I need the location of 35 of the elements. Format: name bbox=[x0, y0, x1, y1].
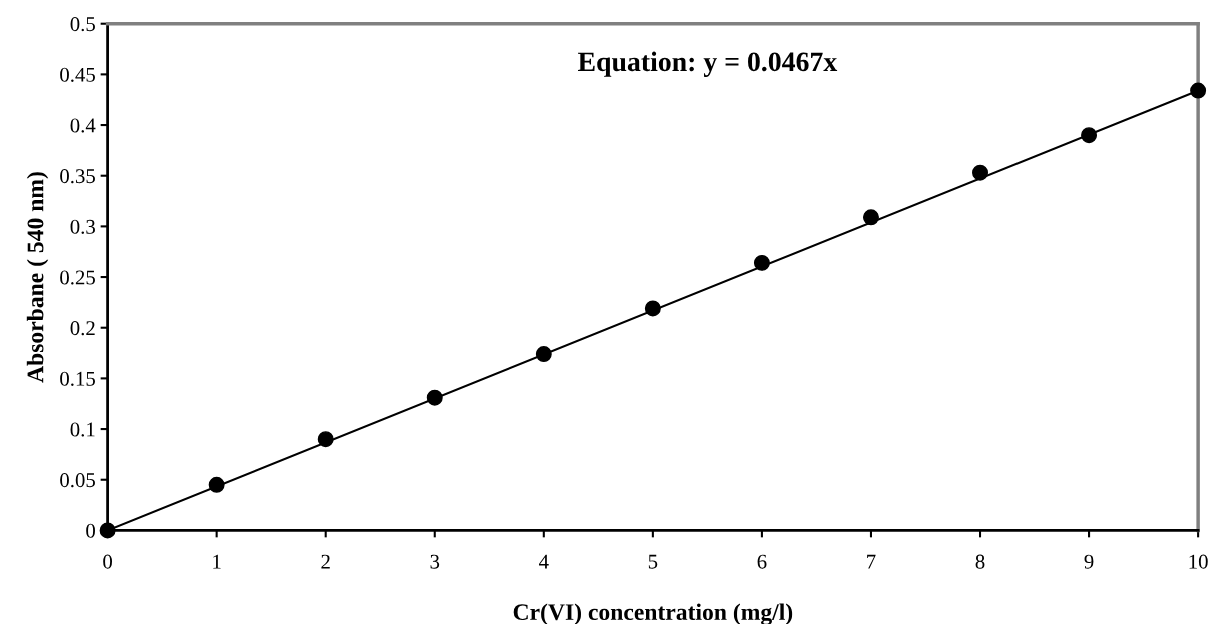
x-tick-label: 4 bbox=[539, 554, 549, 569]
x-tick-label: 9 bbox=[1084, 554, 1094, 569]
y-tick-label: 0.35 bbox=[60, 169, 95, 184]
x-tick-label: 5 bbox=[648, 554, 658, 569]
point bbox=[535, 346, 552, 363]
y-tick-label: 0.25 bbox=[60, 270, 95, 285]
point bbox=[426, 389, 443, 406]
x-tick-label: 2 bbox=[321, 554, 330, 569]
y-axis-title: Absorbane ( 540 nm) bbox=[26, 172, 49, 383]
x-tick-label: 7 bbox=[867, 554, 876, 569]
y-tick-label: 0.15 bbox=[60, 371, 95, 386]
point bbox=[99, 522, 116, 539]
point bbox=[644, 300, 661, 317]
y-tick-label: 0.45 bbox=[60, 67, 95, 82]
y-tick-label: 0.1 bbox=[70, 422, 95, 437]
x-tick-label: 0 bbox=[103, 554, 113, 569]
y-tick-label: 0.5 bbox=[70, 17, 95, 32]
annotation: Equation: y = 0.0467x bbox=[578, 51, 838, 77]
point bbox=[862, 209, 879, 226]
point bbox=[753, 254, 770, 271]
y-tick-label: 0.2 bbox=[70, 321, 95, 336]
point bbox=[317, 431, 334, 448]
x-tick-label: 8 bbox=[975, 554, 985, 569]
x-tick-label: 6 bbox=[757, 554, 767, 569]
y-tick-label: 0.05 bbox=[60, 473, 95, 488]
y-tick-label: 0.4 bbox=[70, 118, 96, 133]
point bbox=[1190, 82, 1207, 99]
x-tick-label: 10 bbox=[1189, 554, 1208, 569]
x-tick-label: 1 bbox=[213, 554, 221, 569]
point bbox=[208, 476, 225, 493]
y-tick-label: 0 bbox=[86, 523, 95, 538]
x-tick-label: 3 bbox=[430, 554, 440, 569]
point bbox=[972, 164, 988, 181]
point bbox=[1081, 127, 1098, 144]
y-tick-label: 0.3 bbox=[70, 219, 95, 234]
